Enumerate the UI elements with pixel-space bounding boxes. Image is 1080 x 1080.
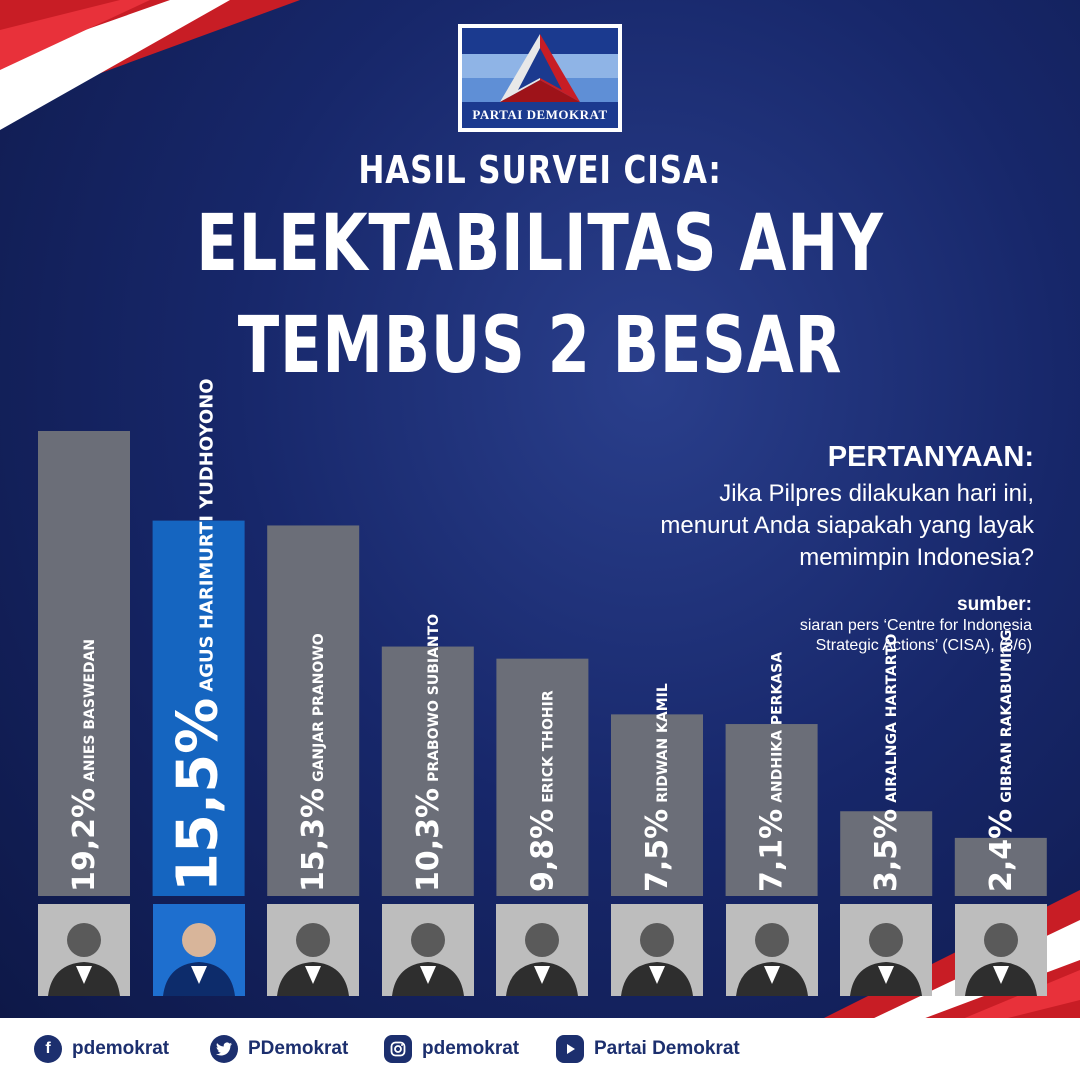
instagram-link[interactable]: pdemokrat xyxy=(384,1034,519,1064)
facebook-icon: f xyxy=(34,1035,62,1063)
candidate-photo-3 xyxy=(381,904,474,996)
person-silhouette-icon xyxy=(954,904,1047,996)
candidate-photo-7 xyxy=(840,904,933,996)
category-label-6: ANDHIKA PERKASA xyxy=(770,652,786,803)
value-label-0: 19,2% xyxy=(67,788,102,892)
value-label-5: 7,5% xyxy=(640,809,675,892)
facebook-handle: pdemokrat xyxy=(72,1038,170,1059)
person-silhouette-icon xyxy=(381,904,474,996)
candidate-photo-1 xyxy=(152,904,245,996)
survey-question: PERTANYAAN: Jika Pilpres dilakukan hari … xyxy=(574,440,1034,574)
bar-label-group-5: 7,5% RIDWAN KAMIL xyxy=(640,683,675,892)
bar-0 xyxy=(38,431,130,896)
facebook-link[interactable]: f pdemokrat xyxy=(34,1034,169,1064)
bar-1 xyxy=(152,520,245,896)
bar-label-group-4: 9,8% ERICK THOHIR xyxy=(525,690,560,892)
question-line: memimpin Indonesia? xyxy=(799,544,1034,571)
bar-8 xyxy=(954,837,1047,896)
question-text: Jika Pilpres dilakukan hari ini, menurut… xyxy=(574,478,1034,574)
bar-7 xyxy=(840,811,933,896)
value-label-1: 15,5% xyxy=(166,698,231,892)
bar-2 xyxy=(267,525,360,896)
category-label-5: RIDWAN KAMIL xyxy=(655,683,671,803)
page-title-line2: TEMBUS 2 BESAR xyxy=(237,301,843,391)
bar-label-group-0: 19,2% ANIES BASWEDAN xyxy=(67,639,102,892)
party-logo: PARTAI DEMOKRAT xyxy=(458,24,622,132)
bar-3 xyxy=(381,646,474,896)
source-text: siaran pers ‘Centre for Indonesia Strate… xyxy=(632,616,1032,656)
bar-5 xyxy=(611,714,703,896)
source-line: siaran pers ‘Centre for Indonesia xyxy=(799,617,1032,634)
category-label-3: PRABOWO SUBIANTO xyxy=(426,614,442,782)
question-line: menurut Anda siapakah yang layak xyxy=(660,512,1034,539)
youtube-link[interactable]: Partai Demokrat xyxy=(556,1034,740,1064)
youtube-handle: Partai Demokrat xyxy=(594,1038,740,1059)
page-subtitle: HASIL SURVEI CISA: xyxy=(358,148,722,192)
candidate-photo-0 xyxy=(38,904,130,996)
candidate-photo-5 xyxy=(611,904,703,996)
source-note: sumber: siaran pers ‘Centre for Indonesi… xyxy=(632,594,1032,656)
bar-label-group-8: 2,4%GIBRAN RAKABUMING xyxy=(984,630,1019,892)
person-silhouette-icon xyxy=(840,904,933,996)
red-ribbon-top-left xyxy=(0,0,300,130)
value-label-2: 15,3% xyxy=(296,788,331,892)
twitter-link[interactable]: PDemokrat xyxy=(210,1034,348,1064)
value-label-6: 7,1% xyxy=(755,809,790,892)
twitter-icon xyxy=(210,1035,238,1063)
value-label-7: 3,5% xyxy=(869,809,904,892)
instagram-icon xyxy=(384,1035,412,1063)
youtube-icon xyxy=(556,1035,584,1063)
source-line: Strategic Actions’ (CISA), (3/6) xyxy=(815,637,1032,654)
category-label-2: GANJAR PRANOWO xyxy=(311,633,327,782)
question-heading: PERTANYAAN: xyxy=(827,441,1034,473)
value-label-3: 10,3% xyxy=(411,788,446,892)
person-silhouette-icon xyxy=(152,904,245,996)
category-label-0: ANIES BASWEDAN xyxy=(82,639,98,782)
footer-social-bar: f pdemokrat PDemokrat pdemokrat Partai D… xyxy=(0,1018,1080,1080)
category-label-1: AGUS HARIMURTI YUDHOYONO xyxy=(197,378,218,691)
bar-6 xyxy=(725,724,818,896)
bar-4 xyxy=(496,658,589,896)
mercy-star-icon xyxy=(500,34,580,102)
bar-label-group-1: 15,5% AGUS HARIMURTI YUDHOYONO xyxy=(166,378,231,892)
source-heading: sumber: xyxy=(957,594,1032,615)
candidate-photo-2 xyxy=(267,904,360,996)
category-label-4: ERICK THOHIR xyxy=(540,690,556,803)
logo-text: PARTAI DEMOKRAT xyxy=(462,102,618,128)
category-label-7: AIRALNGA HARTARTO xyxy=(884,634,900,803)
bar-label-group-2: 15,3% GANJAR PRANOWO xyxy=(296,633,331,892)
bar-label-group-3: 10,3% PRABOWO SUBIANTO xyxy=(411,614,446,892)
person-silhouette-icon xyxy=(725,904,818,996)
page-title-line1: ELEKTABILITAS AHY xyxy=(196,199,884,289)
person-silhouette-icon xyxy=(496,904,589,996)
value-label-8: 2,4% xyxy=(984,809,1019,892)
candidate-photo-6 xyxy=(725,904,818,996)
person-silhouette-icon xyxy=(38,904,130,996)
candidate-photo-8 xyxy=(954,904,1047,996)
candidate-photo-4 xyxy=(496,904,589,996)
question-line: Jika Pilpres dilakukan hari ini, xyxy=(719,480,1034,507)
twitter-handle: PDemokrat xyxy=(248,1038,349,1059)
value-label-4: 9,8% xyxy=(525,809,560,892)
instagram-handle: pdemokrat xyxy=(422,1038,520,1059)
person-silhouette-icon xyxy=(267,904,360,996)
person-silhouette-icon xyxy=(611,904,703,996)
bar-label-group-6: 7,1% ANDHIKA PERKASA xyxy=(755,652,790,892)
bar-label-group-7: 3,5% AIRALNGA HARTARTO xyxy=(869,634,904,892)
